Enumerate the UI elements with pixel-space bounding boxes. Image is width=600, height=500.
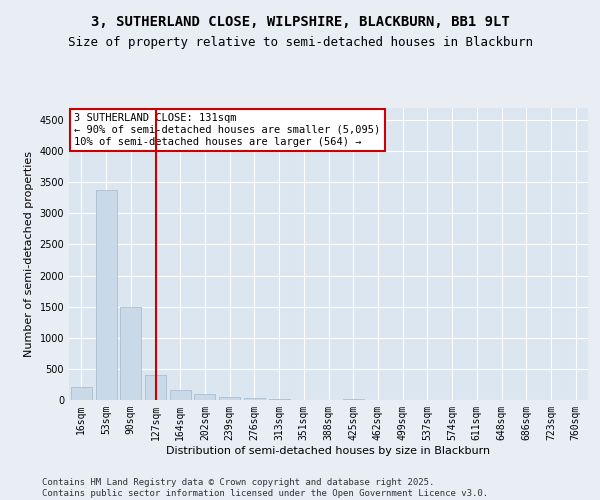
Bar bbox=[95, 190, 116, 400]
Bar bbox=[194, 394, 215, 400]
Bar bbox=[269, 399, 290, 400]
Y-axis label: Number of semi-detached properties: Number of semi-detached properties bbox=[24, 151, 34, 357]
Bar bbox=[145, 375, 166, 400]
Text: 3, SUTHERLAND CLOSE, WILPSHIRE, BLACKBURN, BB1 9LT: 3, SUTHERLAND CLOSE, WILPSHIRE, BLACKBUR… bbox=[91, 16, 509, 30]
Bar bbox=[244, 398, 265, 400]
Text: Size of property relative to semi-detached houses in Blackburn: Size of property relative to semi-detach… bbox=[67, 36, 533, 49]
Bar bbox=[343, 399, 364, 400]
Bar bbox=[170, 390, 191, 400]
Text: 3 SUTHERLAND CLOSE: 131sqm
← 90% of semi-detached houses are smaller (5,095)
10%: 3 SUTHERLAND CLOSE: 131sqm ← 90% of semi… bbox=[74, 114, 380, 146]
Bar bbox=[219, 397, 240, 400]
X-axis label: Distribution of semi-detached houses by size in Blackburn: Distribution of semi-detached houses by … bbox=[166, 446, 491, 456]
Text: Contains HM Land Registry data © Crown copyright and database right 2025.
Contai: Contains HM Land Registry data © Crown c… bbox=[42, 478, 488, 498]
Bar bbox=[71, 387, 92, 400]
Bar bbox=[120, 306, 141, 400]
